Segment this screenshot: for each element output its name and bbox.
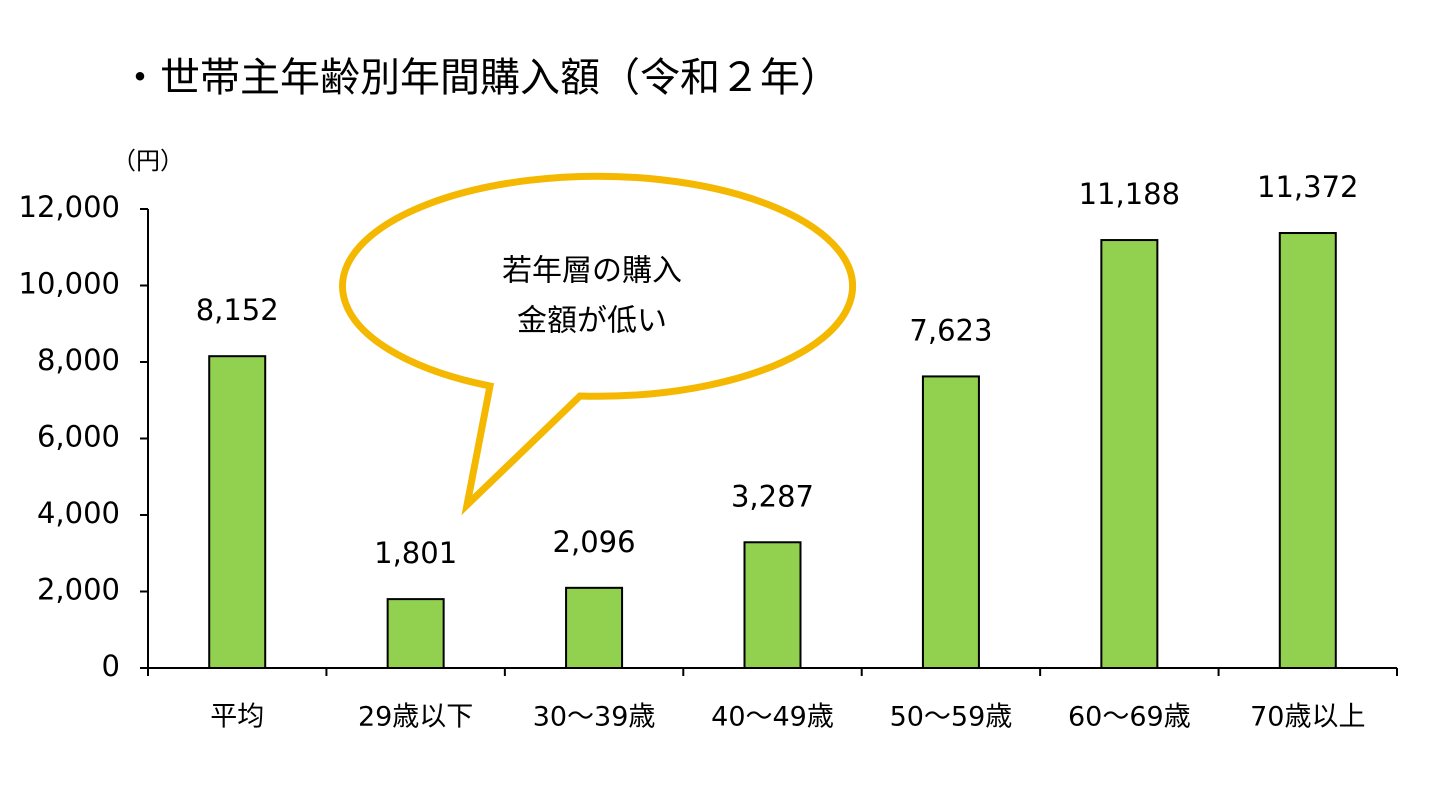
- y-unit: （円）: [112, 147, 184, 175]
- bar: [743, 541, 802, 670]
- y-tick-label: 6,000: [37, 420, 120, 454]
- y-tick-label: 0: [102, 649, 120, 683]
- x-tick-label: 70歳以上: [1250, 702, 1365, 733]
- value-label: 8,152: [196, 293, 279, 327]
- y-tick-label: 10,000: [19, 267, 120, 301]
- x-tick-label: 30～39歳: [533, 702, 656, 733]
- y-tick-label: 2,000: [37, 573, 120, 607]
- x-tick-label: 60～69歳: [1068, 702, 1191, 733]
- bar: [1100, 239, 1159, 670]
- value-label: 11,372: [1257, 170, 1358, 204]
- chart-title: ・世帯主年齢別年間購入額（令和２年）: [120, 55, 840, 101]
- y-tick-label: 8,000: [37, 343, 120, 377]
- x-tick-label: 40～49歳: [711, 702, 834, 733]
- bar: [921, 375, 980, 669]
- callout-text: 若年層の購入: [502, 254, 682, 289]
- value-label: 3,287: [731, 479, 814, 513]
- plot-area: 0 2,000 4,000 6,000 8,000 10,000 12,000 平均 8,152…: [19, 170, 1398, 733]
- bar: [1278, 232, 1337, 669]
- bar: [386, 598, 445, 670]
- value-label: 1,801: [374, 536, 457, 570]
- y-tick-label: 4,000: [37, 496, 120, 530]
- bar: [565, 586, 624, 669]
- value-label: 11,188: [1079, 177, 1180, 211]
- x-tick-label: 29歳以下: [358, 702, 473, 733]
- x-tick-label: 50～59歳: [890, 702, 1013, 733]
- value-label: 2,096: [553, 525, 636, 559]
- x-tick-label: 平均: [210, 702, 264, 733]
- value-label: 7,623: [909, 313, 992, 347]
- callout-text: 金額が低い: [517, 304, 667, 339]
- bar: [208, 355, 267, 669]
- y-tick-label: 12,000: [19, 190, 120, 224]
- callout-bubble: [339, 172, 856, 516]
